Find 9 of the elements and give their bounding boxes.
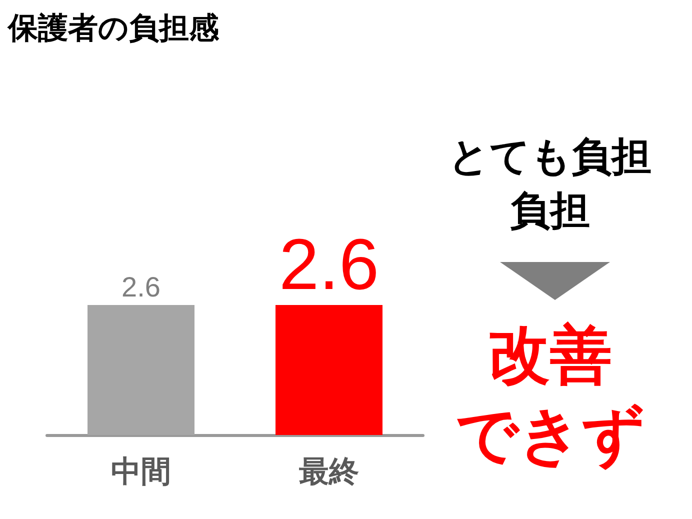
text: 負担 bbox=[509, 187, 591, 236]
x-tick-label: 最終 bbox=[299, 456, 359, 488]
data-label: 2.6 bbox=[278, 225, 380, 305]
text: 改善 bbox=[487, 317, 613, 393]
data-label: 2.6 bbox=[122, 272, 160, 302]
x-tick-label: 中間 bbox=[111, 456, 171, 488]
text: とても負担 bbox=[448, 133, 652, 182]
text: できず bbox=[454, 397, 646, 473]
chart-title: 保護者の負担感 bbox=[8, 10, 219, 48]
